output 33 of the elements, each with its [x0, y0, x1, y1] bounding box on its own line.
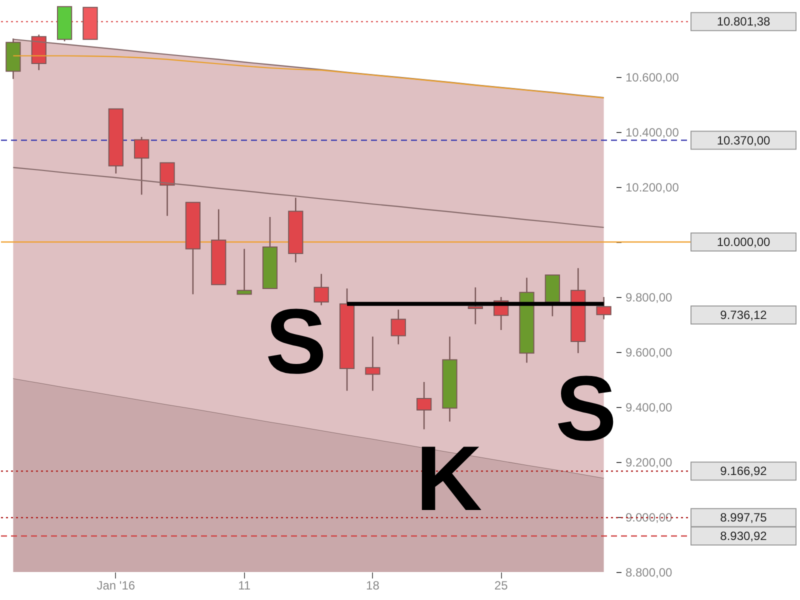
annotation: S [265, 291, 327, 393]
y-tick-label: 9.600,00 [626, 346, 673, 360]
y-tick-label: 9.800,00 [626, 290, 673, 304]
candlestick [134, 136, 150, 196]
candlestick [596, 296, 612, 320]
y-tick-label: 10.400,00 [626, 126, 680, 140]
annotation: S [555, 358, 617, 460]
line-series [12, 38, 604, 98]
x-tick-label: Jan '16 [96, 578, 136, 592]
annotation: K [416, 428, 482, 530]
candlestick [390, 309, 406, 345]
ref-line-label: 10.801,38 [716, 14, 771, 29]
candlestick [160, 162, 175, 217]
y-tick-label: 8.800,00 [626, 566, 673, 580]
y-tick-label: 9.200,00 [626, 456, 673, 470]
x-tick-label: 18 [366, 578, 380, 592]
ref-line-label: 8.997,75 [720, 510, 768, 525]
x-tick-label: 25 [494, 578, 508, 592]
candlestick [236, 248, 252, 295]
candlestick [416, 381, 432, 430]
y-tick-label: 9.000,00 [626, 510, 673, 524]
candlestick [365, 336, 380, 392]
text: 9.736,12 [720, 308, 768, 322]
ref-line-label: 9.166,92 [720, 464, 768, 478]
ref-line-label: 10.370,00 [716, 133, 771, 148]
y-tick-label: 10.600,00 [626, 70, 680, 84]
ref-line-label: 10.000,00 [716, 235, 771, 249]
candlestick [468, 286, 483, 325]
y-tick-label: 9.400,00 [626, 400, 673, 414]
y-tick-label: 10.200,00 [626, 180, 680, 194]
candlestick [314, 273, 329, 306]
x-tick-label: 11 [238, 578, 251, 592]
ref-line-label: 8.930,92 [720, 528, 768, 543]
